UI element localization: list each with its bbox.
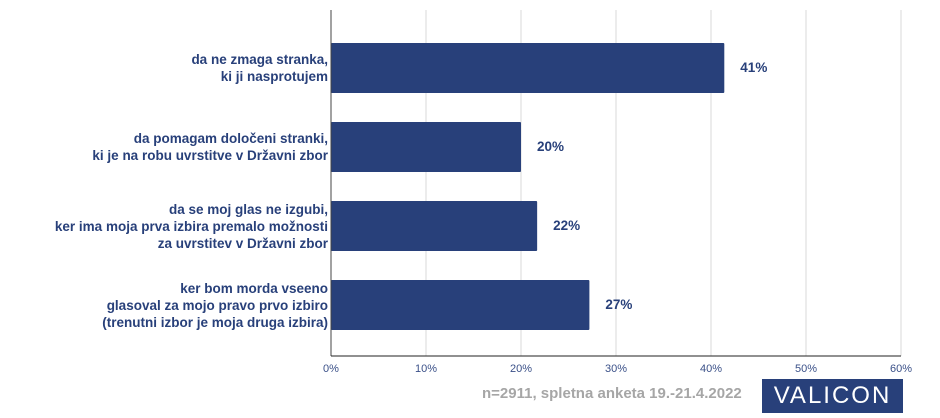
data-label: 27% bbox=[605, 297, 633, 312]
data-label: 41% bbox=[740, 60, 768, 75]
bar bbox=[331, 43, 725, 93]
x-tick-label: 0% bbox=[323, 363, 339, 375]
logo-text: VALICON bbox=[773, 382, 892, 409]
category-label: da ne zmaga stranka, ki ji nasprotujem bbox=[191, 52, 328, 84]
x-tick-label: 10% bbox=[414, 363, 438, 375]
category-label: da pomagam določeni stranki, ki je na ro… bbox=[92, 131, 328, 163]
x-tick-label: 40% bbox=[699, 363, 723, 375]
data-label: 20% bbox=[537, 139, 565, 154]
x-tick-label: 20% bbox=[509, 363, 533, 375]
bar bbox=[331, 201, 538, 251]
x-tick-label: 30% bbox=[604, 363, 628, 375]
x-tick-label: 60% bbox=[889, 363, 913, 375]
category-label: da se moj glas ne izgubi, ker ima moja p… bbox=[54, 201, 328, 251]
valicon-logo: VALICON bbox=[762, 379, 903, 413]
category-label: ker bom morda vseeno glasoval za mojo pr… bbox=[102, 280, 328, 330]
bar bbox=[331, 122, 521, 172]
footnote: n=2911, spletna anketa 19.-21.4.2022 bbox=[482, 385, 742, 402]
bar bbox=[331, 280, 590, 330]
x-tick-label: 50% bbox=[794, 363, 818, 375]
data-label: 22% bbox=[553, 218, 581, 233]
